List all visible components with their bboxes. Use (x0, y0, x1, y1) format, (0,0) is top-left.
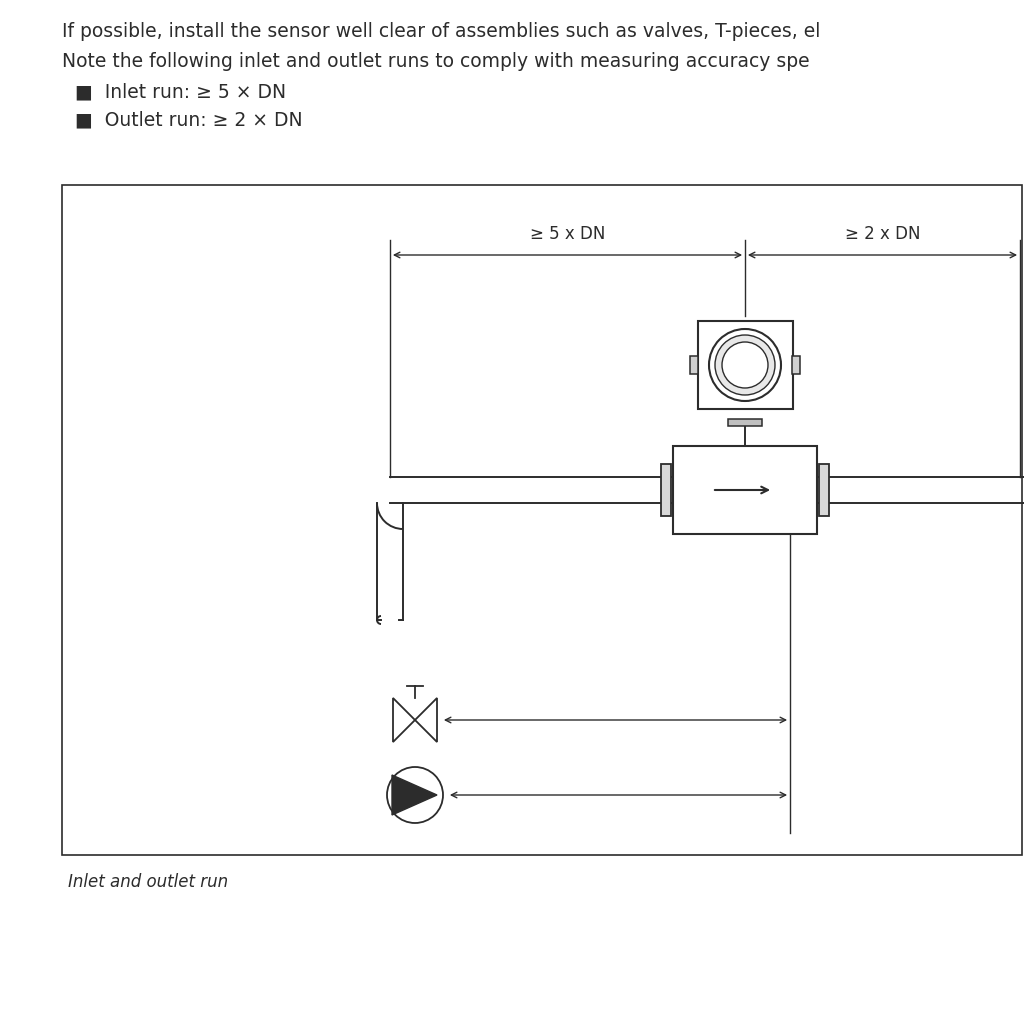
Text: ≥ 5 x DN: ≥ 5 x DN (529, 225, 605, 243)
Circle shape (722, 342, 768, 388)
Text: ≥ 2 x DN: ≥ 2 x DN (845, 225, 921, 243)
Text: Note the following inlet and outlet runs to comply with measuring accuracy spe: Note the following inlet and outlet runs… (62, 52, 810, 71)
Bar (673, 446, 817, 534)
Text: ■  Inlet run: ≥ 5 × DN: ■ Inlet run: ≥ 5 × DN (75, 82, 286, 101)
Polygon shape (393, 698, 415, 742)
Bar (792, 356, 800, 374)
Text: Inlet and outlet run: Inlet and outlet run (68, 873, 228, 891)
Text: ■  Outlet run: ≥ 2 × DN: ■ Outlet run: ≥ 2 × DN (75, 110, 303, 129)
Bar (690, 356, 698, 374)
Bar (728, 419, 762, 426)
Bar (819, 464, 829, 516)
Bar (662, 464, 671, 516)
Circle shape (387, 767, 443, 823)
Circle shape (715, 335, 775, 395)
Bar (62, 185, 1022, 855)
Circle shape (709, 329, 781, 401)
Text: If possible, install the sensor well clear of assemblies such as valves, T-piece: If possible, install the sensor well cle… (62, 22, 820, 41)
Bar (698, 321, 793, 409)
Polygon shape (415, 698, 437, 742)
Polygon shape (392, 775, 437, 815)
